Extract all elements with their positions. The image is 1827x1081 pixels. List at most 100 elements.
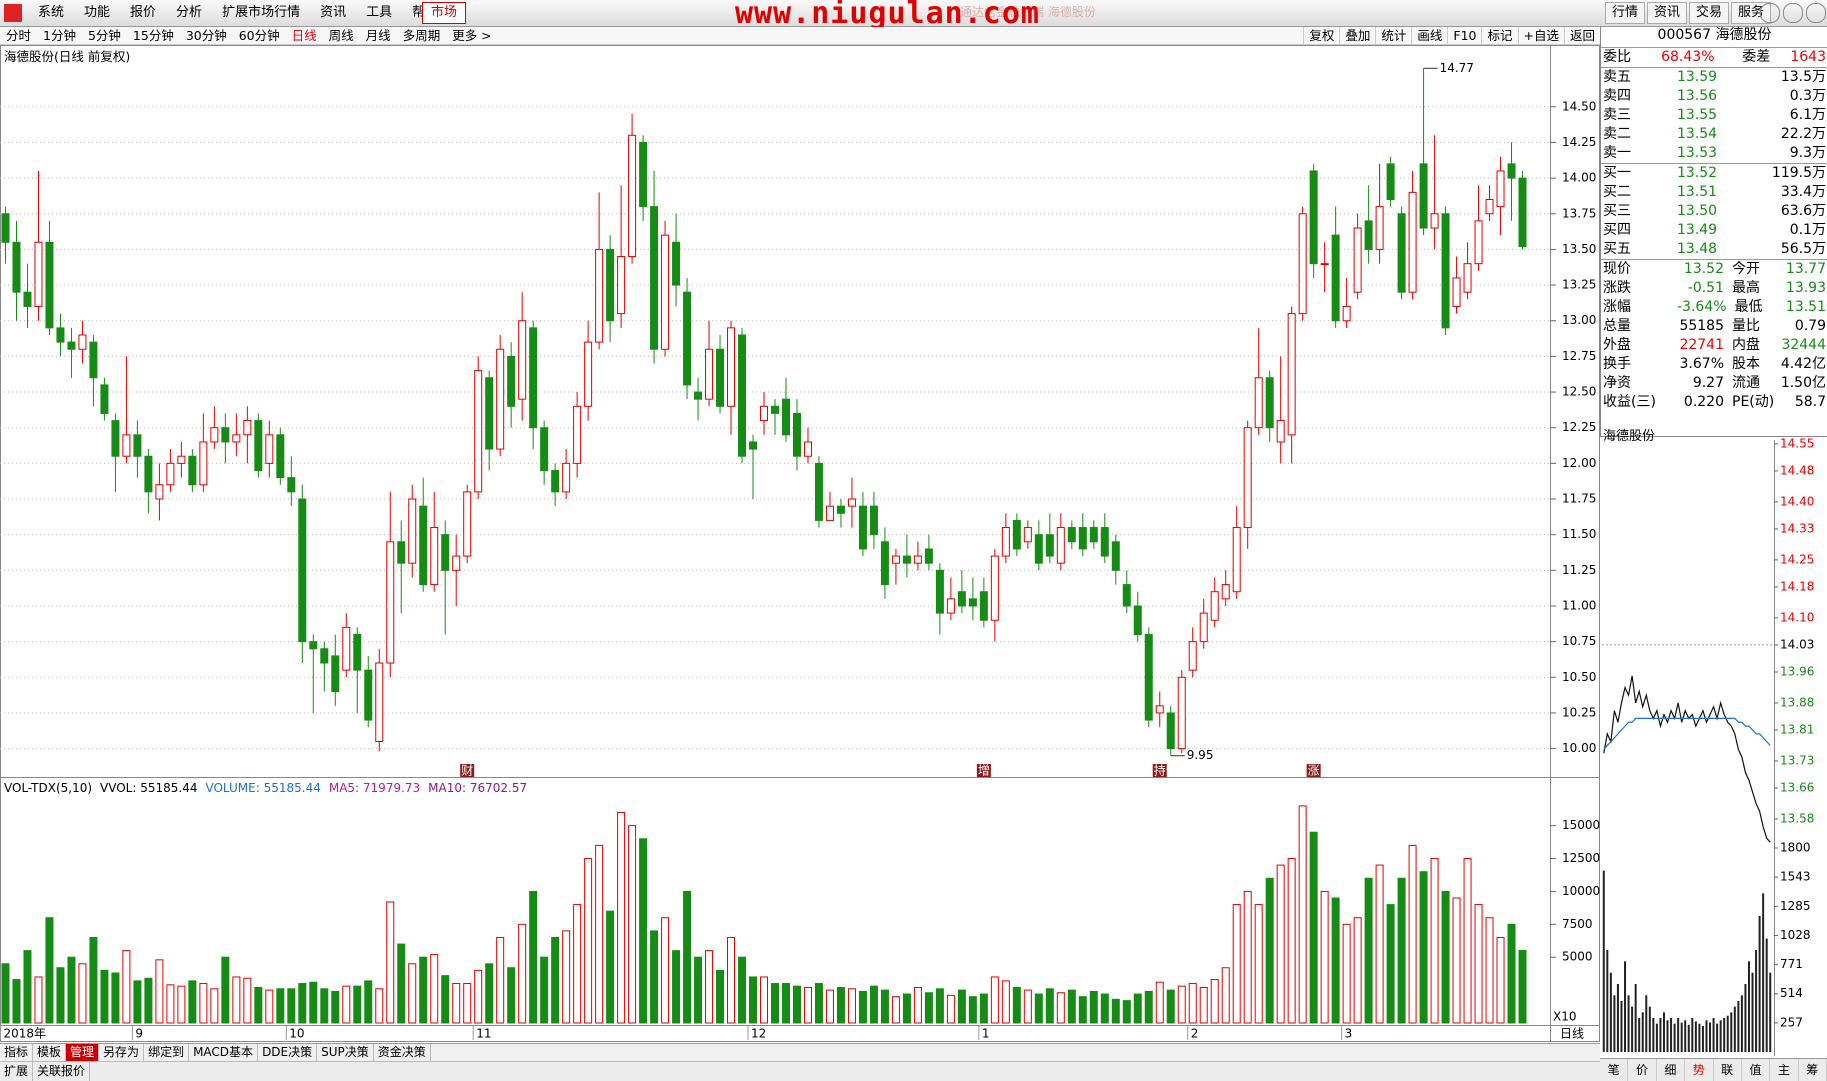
intraday-tab[interactable]: 价 xyxy=(1628,1059,1657,1081)
period-tab[interactable]: 60分钟 xyxy=(238,28,280,43)
quote-cell: 1.50亿 xyxy=(1780,375,1826,391)
candle-body xyxy=(441,534,450,571)
quote-cell: 9.27 xyxy=(1692,375,1724,391)
candle-body xyxy=(1309,170,1318,265)
volume-bar xyxy=(990,976,999,1024)
tool-button[interactable]: 标记 xyxy=(1481,27,1517,44)
y-tick-label: 14.25 xyxy=(1780,552,1814,566)
indicator-tab[interactable]: 管理 xyxy=(66,1044,100,1061)
menu-button[interactable]: 交易 xyxy=(1689,2,1730,24)
indicator-tab[interactable]: 另存为 xyxy=(99,1044,145,1061)
tool-button[interactable]: 返回 xyxy=(1563,27,1600,44)
maximize[interactable] xyxy=(1783,3,1803,23)
tool-button[interactable]: 画线 xyxy=(1411,27,1447,44)
tool-button[interactable]: 叠加 xyxy=(1339,27,1375,44)
tool-button[interactable]: F10 xyxy=(1447,27,1481,44)
volume-bar xyxy=(155,959,164,1024)
quote-cell: 0.220 xyxy=(1683,394,1724,410)
indicator-tab[interactable]: 绑定到 xyxy=(144,1044,190,1061)
candle-body xyxy=(1221,584,1230,600)
tool-button[interactable]: 统计 xyxy=(1375,27,1411,44)
menu-item[interactable]: 系统 xyxy=(38,5,65,20)
period-tab[interactable]: 分时 xyxy=(6,28,32,43)
candle-body xyxy=(1133,605,1142,636)
indicator-tab[interactable]: 资金决策 xyxy=(374,1044,431,1061)
period-tab[interactable]: 更多 > xyxy=(452,28,492,43)
volume-bar xyxy=(1133,993,1142,1024)
period-tab[interactable]: 周线 xyxy=(328,28,354,43)
minimize[interactable] xyxy=(1760,3,1780,23)
candle-body xyxy=(979,591,988,621)
intraday-tab[interactable]: 筹 xyxy=(1799,1059,1827,1081)
tool-button[interactable]: +自选 xyxy=(1517,27,1564,44)
period-tab[interactable]: 月线 xyxy=(365,28,391,43)
volume-bar xyxy=(836,986,845,1024)
intraday-tab[interactable]: 势 xyxy=(1685,1059,1714,1081)
intraday-tab[interactable]: 笔 xyxy=(1600,1059,1629,1081)
period-tab[interactable]: 15分钟 xyxy=(132,28,174,43)
menu-button[interactable]: 行情 xyxy=(1605,2,1646,24)
bottom-tab[interactable]: 扩展 xyxy=(0,1062,34,1081)
market-button[interactable]: 市场 xyxy=(422,2,467,24)
volume-bar xyxy=(1342,923,1351,1024)
volume-bar xyxy=(1353,917,1362,1024)
menu-item[interactable]: 工具 xyxy=(366,5,393,20)
quote-cell: 量比 xyxy=(1732,318,1760,334)
y-tick-label: 12500 xyxy=(1562,851,1600,865)
y-tick-label: 14.25 xyxy=(1562,135,1596,149)
y-tick-label: 12.25 xyxy=(1562,420,1596,434)
intraday-tab[interactable]: 主 xyxy=(1770,1059,1799,1081)
close[interactable] xyxy=(1806,3,1826,23)
intraday-tab[interactable]: 值 xyxy=(1742,1059,1771,1081)
volume-bar xyxy=(507,967,516,1024)
volume-bar xyxy=(639,838,648,1024)
period-tab[interactable]: 5分钟 xyxy=(87,28,121,43)
period-tab[interactable]: 30分钟 xyxy=(185,28,227,43)
intraday-line xyxy=(1603,717,1771,750)
volume-header: VOL-TDX(5,10) VVOL: 55185.44 VOLUME: 55185… xyxy=(4,781,527,795)
quote-cell: 22741 xyxy=(1679,337,1724,353)
candle-body xyxy=(474,370,483,493)
volume-bar xyxy=(1023,989,1032,1024)
indicator-tab[interactable]: DDE决策 xyxy=(258,1044,318,1061)
window-title: 通达信金融终端 海德股份 xyxy=(960,5,1096,19)
period-tab[interactable]: 多周期 xyxy=(402,28,441,43)
menu-item[interactable]: 资讯 xyxy=(320,5,347,20)
quote-price: 13.48 xyxy=(1677,241,1718,257)
intraday-tab[interactable]: 细 xyxy=(1657,1059,1686,1081)
indicator-tab[interactable]: 指标 xyxy=(0,1044,34,1061)
quote-price: 13.49 xyxy=(1677,222,1718,238)
watermark: www.niugulan.com xyxy=(735,0,1040,31)
volume-bar xyxy=(397,943,406,1024)
intraday-tab[interactable]: 联 xyxy=(1714,1059,1742,1081)
volume-bar xyxy=(463,983,472,1024)
period-tab[interactable]: 日线 xyxy=(291,28,317,43)
menu-item[interactable]: 扩展市场行情 xyxy=(222,5,301,20)
period-tab[interactable]: 1分钟 xyxy=(43,28,76,43)
candle-body xyxy=(880,541,889,586)
bottom-tab[interactable]: 关联报价 xyxy=(33,1062,91,1081)
menu-item[interactable]: 功能 xyxy=(84,5,111,20)
candle-body xyxy=(419,505,428,586)
candle-body xyxy=(166,462,175,486)
volume-bar xyxy=(419,956,428,1024)
volume-bar xyxy=(672,950,681,1024)
indicator-tab[interactable]: 模板 xyxy=(33,1044,67,1061)
candle-body xyxy=(694,391,703,400)
menu-item[interactable]: 报价 xyxy=(130,5,157,20)
quote-volume: 33.4万 xyxy=(1780,184,1826,200)
candle-body xyxy=(1034,534,1043,564)
candle-body xyxy=(957,591,966,607)
volume-bar xyxy=(913,986,922,1024)
menu-item[interactable]: 分析 xyxy=(176,5,203,20)
volume-bar xyxy=(1,963,10,1024)
volume-bar xyxy=(1408,844,1417,1024)
intraday-volume-bar xyxy=(1613,995,1616,1052)
candle-body xyxy=(100,384,109,414)
indicator-tab[interactable]: SUP决策 xyxy=(317,1044,374,1061)
tool-button[interactable]: 复权 xyxy=(1303,27,1339,44)
menu-button[interactable]: 资讯 xyxy=(1647,2,1688,24)
intraday-volume-bar xyxy=(1747,961,1750,1052)
volume-bar xyxy=(408,963,417,1024)
indicator-tab[interactable]: MACD基本 xyxy=(189,1044,259,1061)
